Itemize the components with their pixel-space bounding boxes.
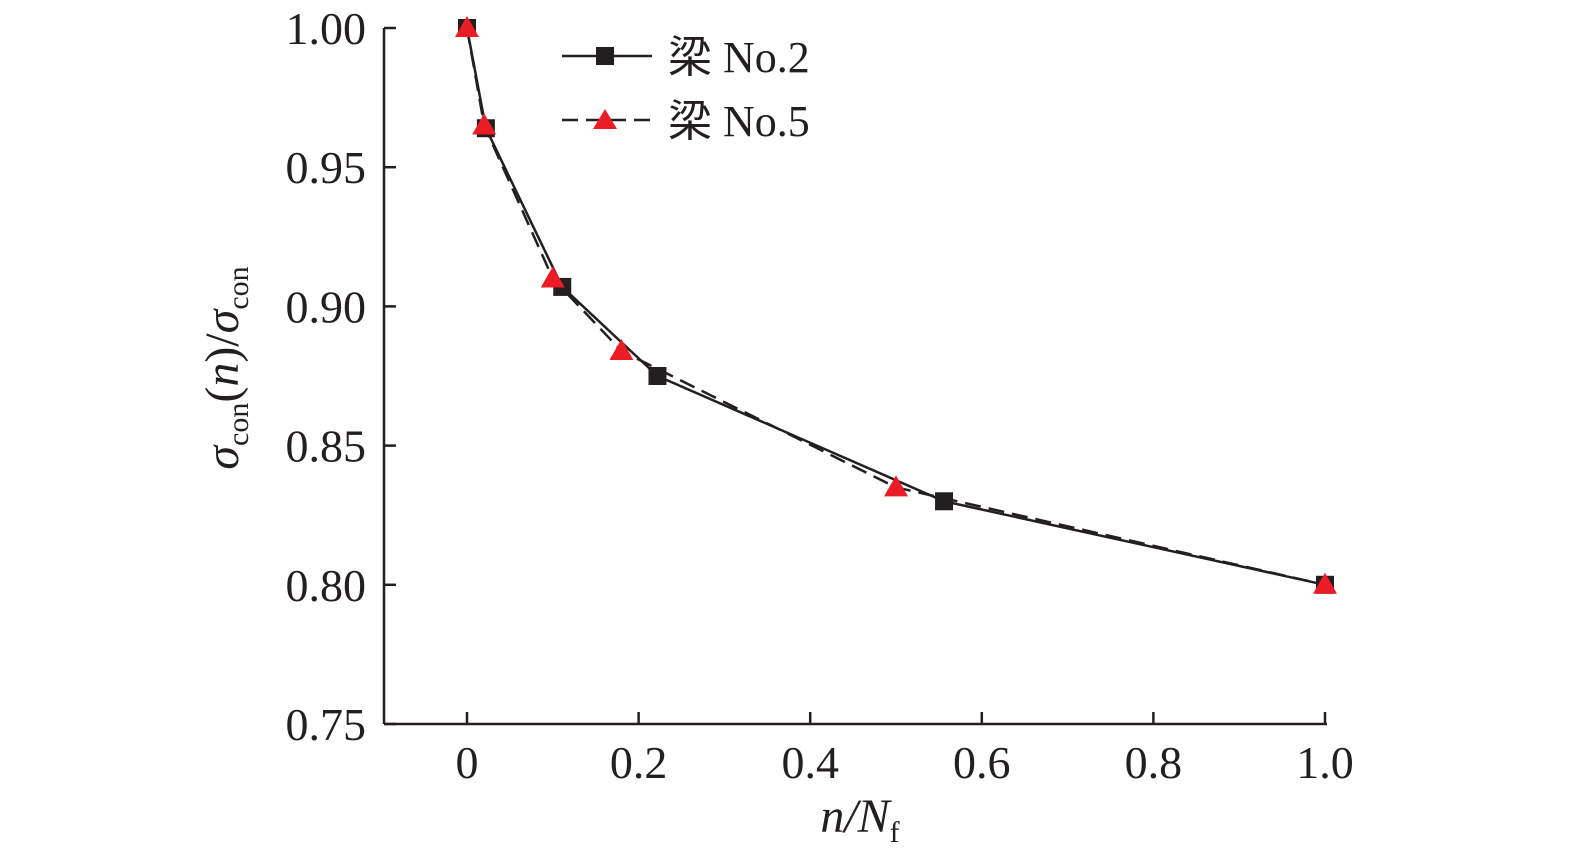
x-tick-label: 0 xyxy=(456,737,479,788)
data-point-square xyxy=(935,492,954,511)
legend-label-no2: 梁 No.2 xyxy=(668,33,810,82)
x-axis-title-main: n xyxy=(820,790,844,843)
series-line-no5 xyxy=(465,27,1326,587)
x-tick-label: 0.8 xyxy=(1125,737,1183,788)
data-point-triangle xyxy=(884,475,908,497)
x-tick-label: 0.6 xyxy=(953,737,1011,788)
x-axis-title: n/Nf xyxy=(820,790,899,849)
data-point-triangle xyxy=(1313,572,1337,594)
y-tick-label: 0.90 xyxy=(286,281,367,332)
y-axis-title-arg: n xyxy=(196,363,249,387)
y-axis-title-close: )/ xyxy=(196,333,249,363)
data-point-triangle xyxy=(472,113,497,135)
y-axis-title-sub2: con xyxy=(222,266,255,309)
axes xyxy=(382,28,1327,726)
legend-marker-triangle xyxy=(593,109,617,129)
legend-item-no2: 梁 No.2 xyxy=(562,33,810,82)
y-tick-label: 1.00 xyxy=(286,3,367,54)
y-axis-title-sub1: con xyxy=(222,403,255,446)
y-tick-label: 0.80 xyxy=(286,560,367,611)
y-axis-title-open: ( xyxy=(196,387,249,403)
x-tick-label: 0.2 xyxy=(610,737,668,788)
x-axis-title-sep: /N xyxy=(841,790,892,843)
legend-label-no5: 梁 No.5 xyxy=(668,97,810,146)
x-ticks: 0 0.2 0.4 0.6 0.8 1.0 xyxy=(456,712,1354,788)
y-axis-title-sym2: σ xyxy=(196,307,249,333)
series-line-no2 xyxy=(465,27,1326,587)
y-tick-label: 0.75 xyxy=(286,699,367,750)
y-ticks: 0.75 0.80 0.85 0.90 0.95 1.00 xyxy=(286,3,396,750)
legend-marker-square xyxy=(596,47,614,65)
y-axis-title-sym1: σ xyxy=(196,444,249,470)
legend: 梁 No.2 梁 No.5 xyxy=(562,33,810,146)
y-tick-label: 0.85 xyxy=(286,421,367,472)
data-point-triangle xyxy=(609,338,634,360)
x-axis-title-sub: f xyxy=(890,816,900,849)
x-tick-label: 1.0 xyxy=(1296,737,1354,788)
x-tick-label: 0.4 xyxy=(781,737,839,788)
y-tick-label: 0.95 xyxy=(286,142,367,193)
data-point-square xyxy=(648,367,667,385)
legend-item-no5: 梁 No.5 xyxy=(562,97,810,146)
y-axis-title: σcon(n)/σcon xyxy=(196,266,255,469)
data-point-triangle xyxy=(540,266,565,288)
data-point-triangle xyxy=(455,16,479,37)
series-layer xyxy=(455,16,1337,594)
